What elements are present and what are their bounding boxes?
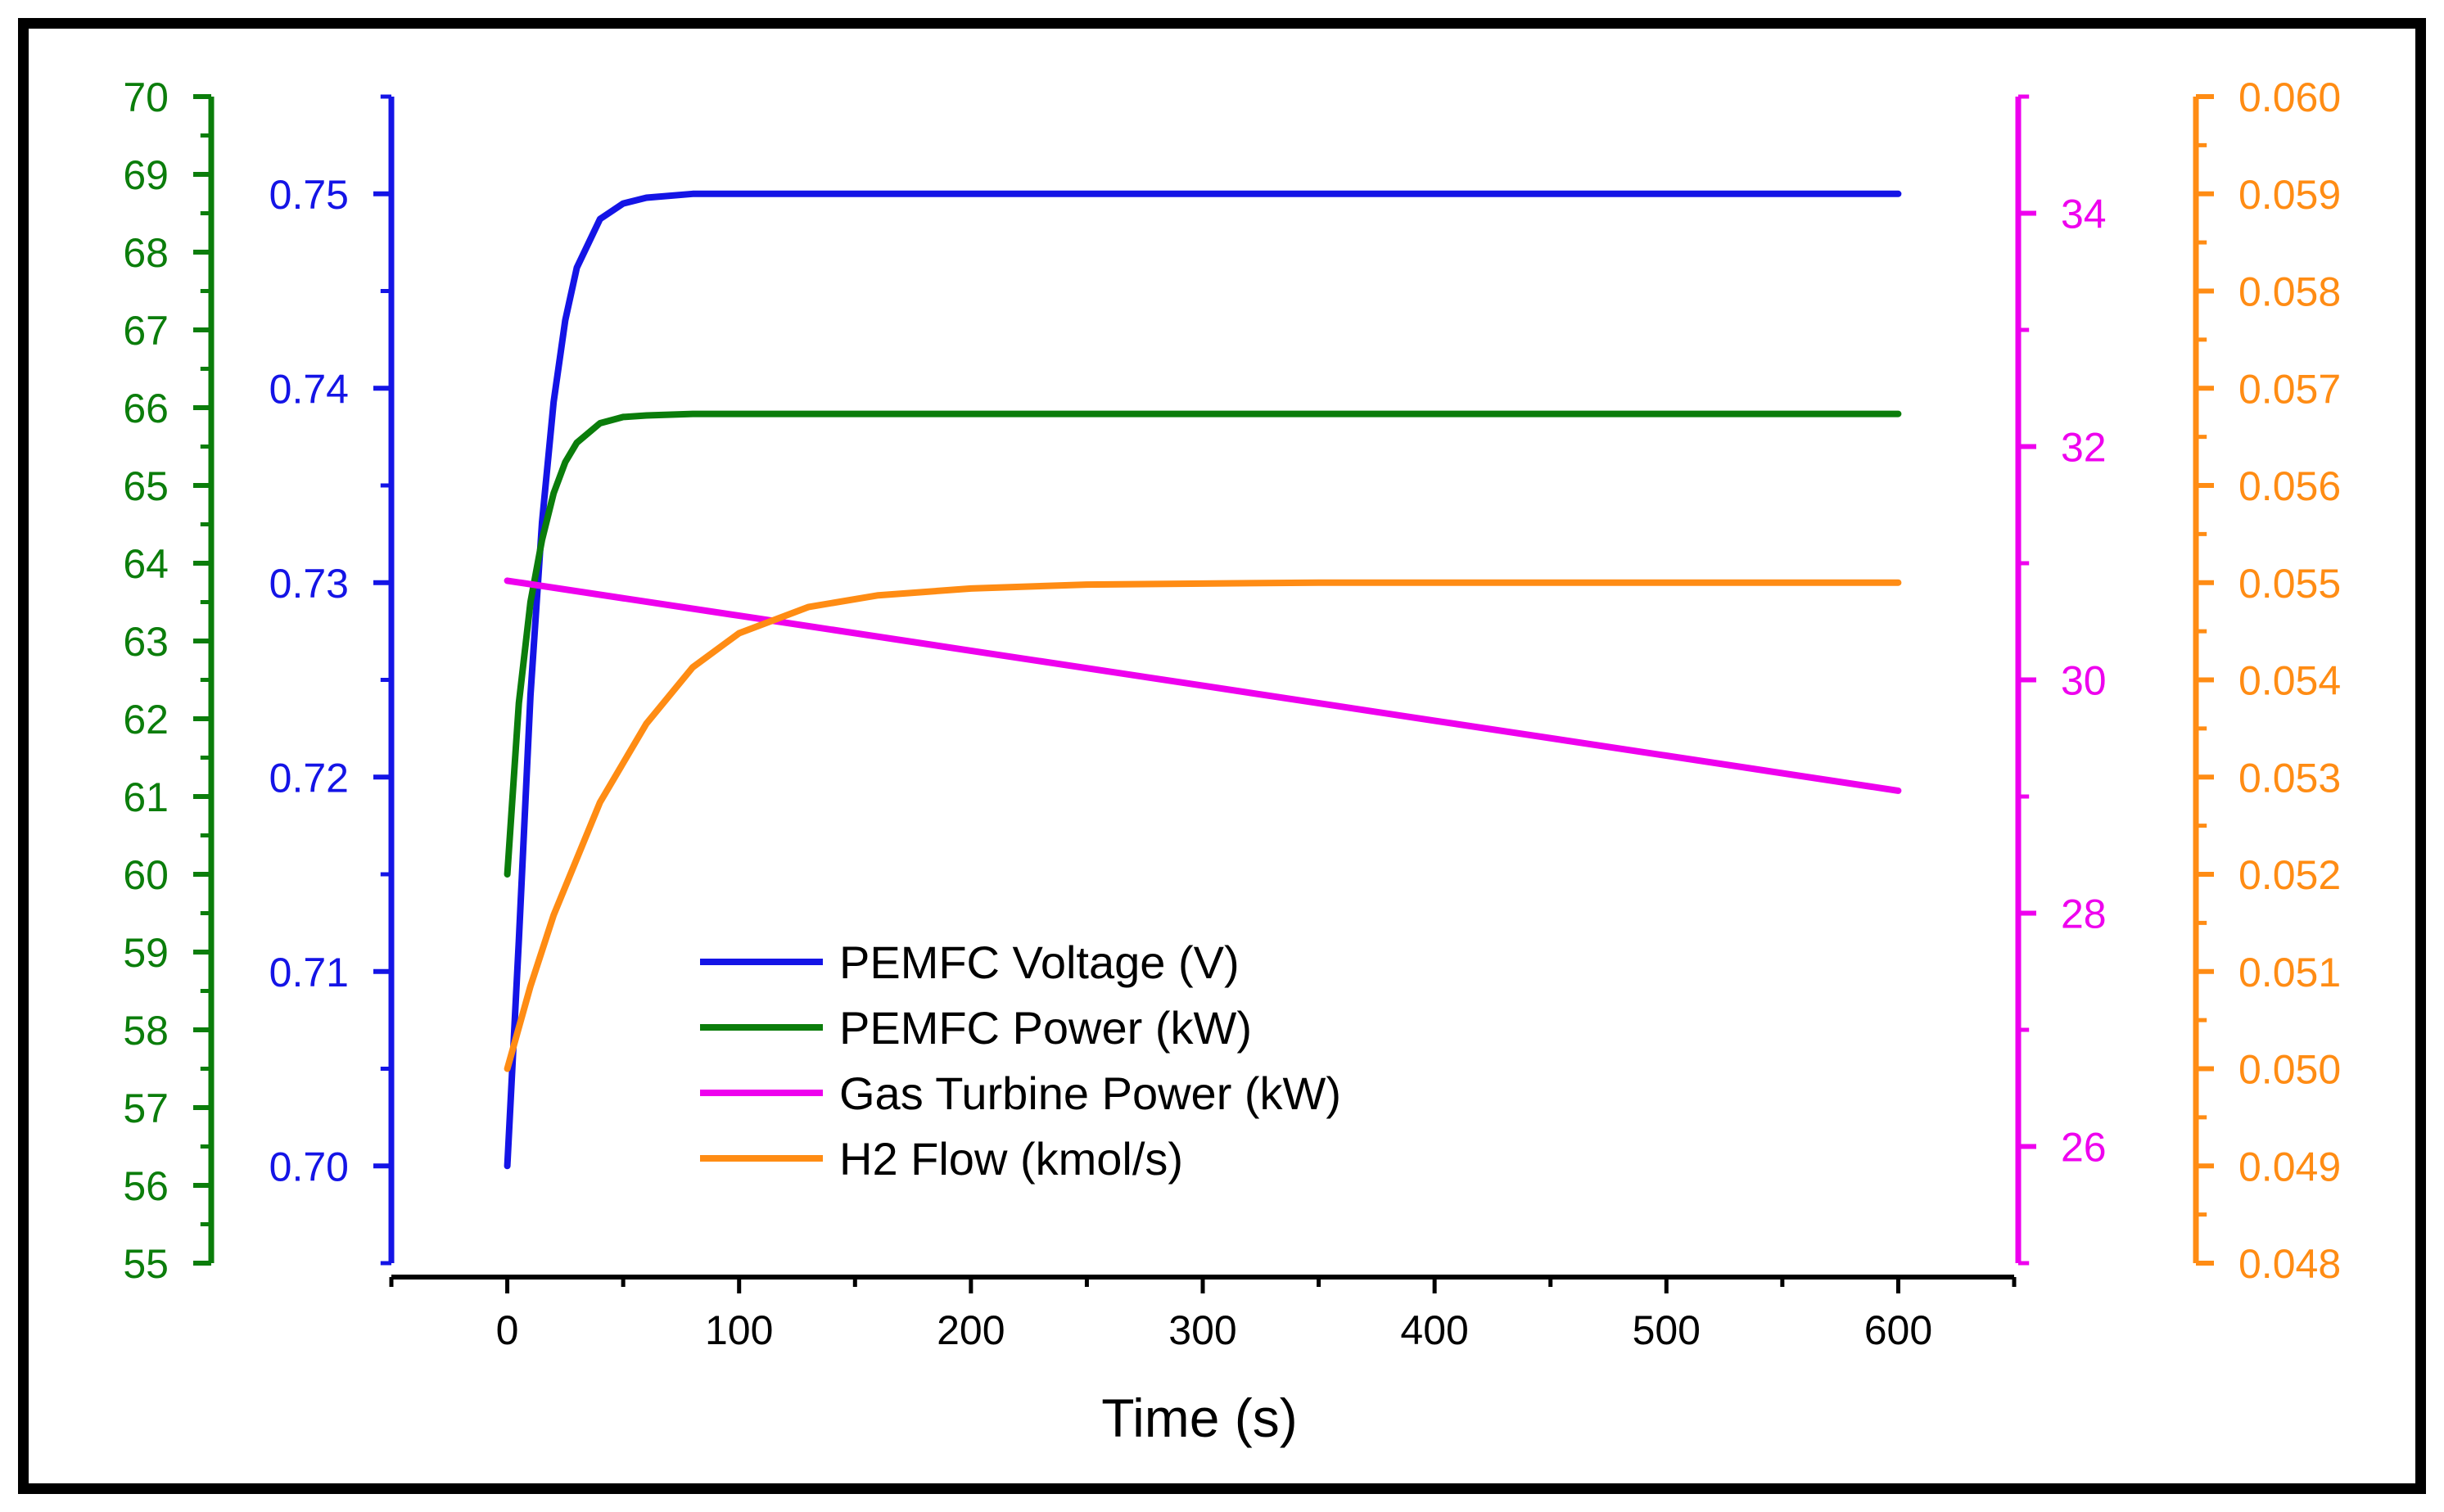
figure-frame [18, 18, 2426, 1494]
y-tick-label-gt: 32 [2061, 425, 2107, 471]
y-tick-label-power: 70 [123, 74, 169, 120]
x-tick-label: 600 [1864, 1307, 1932, 1353]
series-line-0 [504, 190, 1902, 1170]
y-tick-label-h2: 0.060 [2238, 74, 2341, 120]
y-tick-label-h2: 0.049 [2238, 1144, 2341, 1189]
y-tick-label-power: 56 [123, 1163, 169, 1209]
legend-label-2: Gas Turbine Power (kW) [839, 1067, 1341, 1119]
y-tick-label-power: 55 [123, 1241, 169, 1287]
x-tick-label: 100 [705, 1307, 773, 1353]
x-axis-label: Time (s) [1101, 1388, 1298, 1448]
y-tick-label-h2: 0.051 [2238, 950, 2341, 995]
y-tick-label-power: 66 [123, 386, 169, 431]
y-tick-label-power: 62 [123, 697, 169, 742]
y-tick-label-h2: 0.056 [2238, 463, 2341, 509]
legend-label-3: H2 Flow (kmol/s) [839, 1133, 1183, 1185]
y-tick-label-gt: 30 [2061, 658, 2107, 704]
series-line-3 [504, 579, 1902, 1072]
y-tick-label-h2: 0.052 [2238, 852, 2341, 898]
legend-label-0: PEMFC Voltage (V) [839, 937, 1240, 988]
y-tick-label-power: 63 [123, 619, 169, 665]
y-tick-label-h2: 0.058 [2238, 269, 2341, 315]
y-tick-label-power: 65 [123, 463, 169, 509]
y-tick-label-gt: 28 [2061, 891, 2107, 937]
y-tick-label-power: 57 [123, 1085, 169, 1131]
x-tick-label: 500 [1633, 1307, 1701, 1353]
y-tick-label-h2: 0.053 [2238, 755, 2341, 801]
series-line-2 [504, 577, 1902, 794]
y-tick-label-h2: 0.055 [2238, 561, 2341, 607]
y-tick-label-power: 61 [123, 774, 169, 820]
legend-label-1: PEMFC Power (kW) [839, 1002, 1252, 1054]
y-tick-label-gt: 34 [2061, 192, 2107, 237]
x-tick-label: 0 [496, 1307, 519, 1353]
x-tick-label: 400 [1400, 1307, 1468, 1353]
y-tick-label-power: 59 [123, 930, 169, 976]
y-tick-label-voltage: 0.70 [269, 1144, 349, 1189]
y-tick-label-power: 58 [123, 1008, 169, 1054]
y-tick-label-power: 68 [123, 230, 169, 276]
y-tick-label-h2: 0.050 [2238, 1047, 2341, 1093]
y-tick-label-h2: 0.048 [2238, 1241, 2341, 1287]
x-tick-label: 200 [937, 1307, 1005, 1353]
y-tick-label-h2: 0.057 [2238, 366, 2341, 412]
series-line-1 [504, 410, 1902, 878]
y-tick-label-voltage: 0.75 [269, 172, 349, 218]
y-tick-label-voltage: 0.72 [269, 755, 349, 801]
x-tick-label: 300 [1168, 1307, 1236, 1353]
y-tick-label-power: 64 [123, 541, 169, 587]
y-tick-label-power: 60 [123, 852, 169, 898]
y-tick-label-power: 69 [123, 152, 169, 198]
y-tick-label-h2: 0.054 [2238, 658, 2341, 704]
y-tick-label-voltage: 0.73 [269, 561, 349, 607]
y-tick-label-gt: 26 [2061, 1125, 2107, 1171]
y-tick-label-voltage: 0.74 [269, 366, 349, 412]
y-tick-label-voltage: 0.71 [269, 950, 349, 995]
y-tick-label-power: 67 [123, 308, 169, 354]
y-tick-label-h2: 0.059 [2238, 172, 2341, 218]
